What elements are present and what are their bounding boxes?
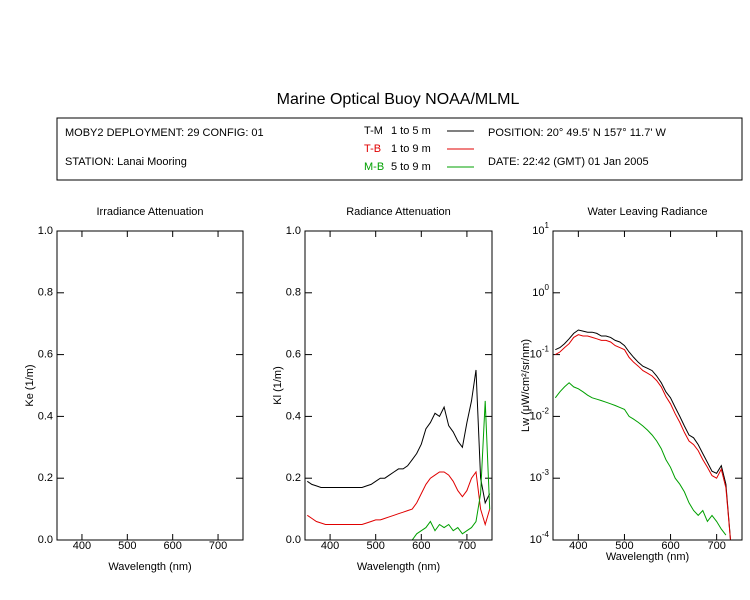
tick-base: 10 [530,410,542,422]
tick-base: 10 [532,225,544,237]
tick-exponent: -3 [542,468,550,477]
panel-title: Irradiance Attenuation [96,206,203,218]
tick-exponent: 1 [545,221,550,230]
y-tick-label: 0.4 [38,410,53,422]
tick-base: 10 [532,287,544,299]
legend-depth: 1 to 5 m [391,125,431,137]
tick-base: 10 [530,349,542,361]
date: DATE: 22:42 (GMT) 01 Jan 2005 [488,156,649,168]
x-tick-label: 700 [707,540,725,552]
y-tick-label: 1.0 [38,225,53,237]
x-tick-label: 700 [458,540,476,552]
legend-depth: 1 to 9 m [391,143,431,155]
series-line [307,470,491,527]
series-line [307,369,491,505]
plot-frame [56,230,244,541]
tick-exponent: -1 [542,345,550,354]
info-box [56,117,743,181]
x-tick-label: 400 [321,540,339,552]
y-tick-label: 0.6 [286,349,301,361]
series-line [411,400,491,540]
x-axis-label: Wavelength (nm) [108,561,191,573]
y-axis-label: Kl (1/m) [272,366,284,405]
x-tick-label: 400 [569,540,587,552]
y-tick-label: 0.8 [286,287,301,299]
x-tick-label: 500 [118,540,136,552]
station: STATION: Lanai Mooring [65,156,187,168]
y-axis-label: Lw (μW/cm²/sr/nm) [520,339,532,432]
legend-name: T-B [364,143,381,155]
tick-exponent: 0 [545,283,550,292]
series-line [555,329,731,540]
position: POSITION: 20° 49.5' N 157° 11.7' W [488,127,666,139]
series-line [554,382,727,536]
y-tick-label: 0.6 [38,349,53,361]
legend-depth: 5 to 9 m [391,161,431,173]
y-tick-label: 10-3 [530,468,550,484]
y-tick-label: 0.8 [38,287,53,299]
legend: T-M 1 to 5 m T-B 1 to 9 m M-B 5 to 9 m [364,125,474,173]
x-tick-label: 400 [73,540,91,552]
y-tick-label: 0.0 [286,534,301,546]
panel-title: Radiance Attenuation [346,206,451,218]
tick-exponent: -2 [542,407,550,416]
y-tick-label: 101 [532,221,549,237]
y-axis-label: Ke (1/m) [24,364,36,406]
y-tick-label: 0.0 [38,534,53,546]
plot-frame [304,230,493,541]
tick-base: 10 [530,534,542,546]
series-line [555,334,731,540]
deployment: MOBY2 DEPLOYMENT: 29 CONFIG: 01 [65,127,264,139]
x-axis-label: Wavelength (nm) [606,551,689,563]
tick-exponent: -4 [542,530,550,539]
x-tick-label: 600 [164,540,182,552]
page-title: Marine Optical Buoy NOAA/MLML [277,91,520,108]
x-tick-label: 500 [615,540,633,552]
y-tick-label: 10-2 [530,407,550,423]
tick-base: 10 [530,472,542,484]
plot-frame [552,230,743,541]
x-tick-label: 600 [661,540,679,552]
legend-name: T-M [364,125,383,137]
panel-title: Water Leaving Radiance [587,206,707,218]
x-tick-label: 600 [412,540,430,552]
y-tick-label: 10-4 [530,530,550,546]
y-tick-label: 10-1 [530,345,550,361]
x-axis-label: Wavelength (nm) [357,561,440,573]
legend-name: M-B [364,161,384,173]
y-tick-label: 0.2 [38,472,53,484]
x-tick-label: 700 [209,540,227,552]
y-tick-label: 100 [532,283,549,299]
y-tick-label: 0.4 [286,410,301,422]
y-tick-label: 0.2 [286,472,301,484]
x-tick-label: 500 [367,540,385,552]
y-tick-label: 1.0 [286,225,301,237]
